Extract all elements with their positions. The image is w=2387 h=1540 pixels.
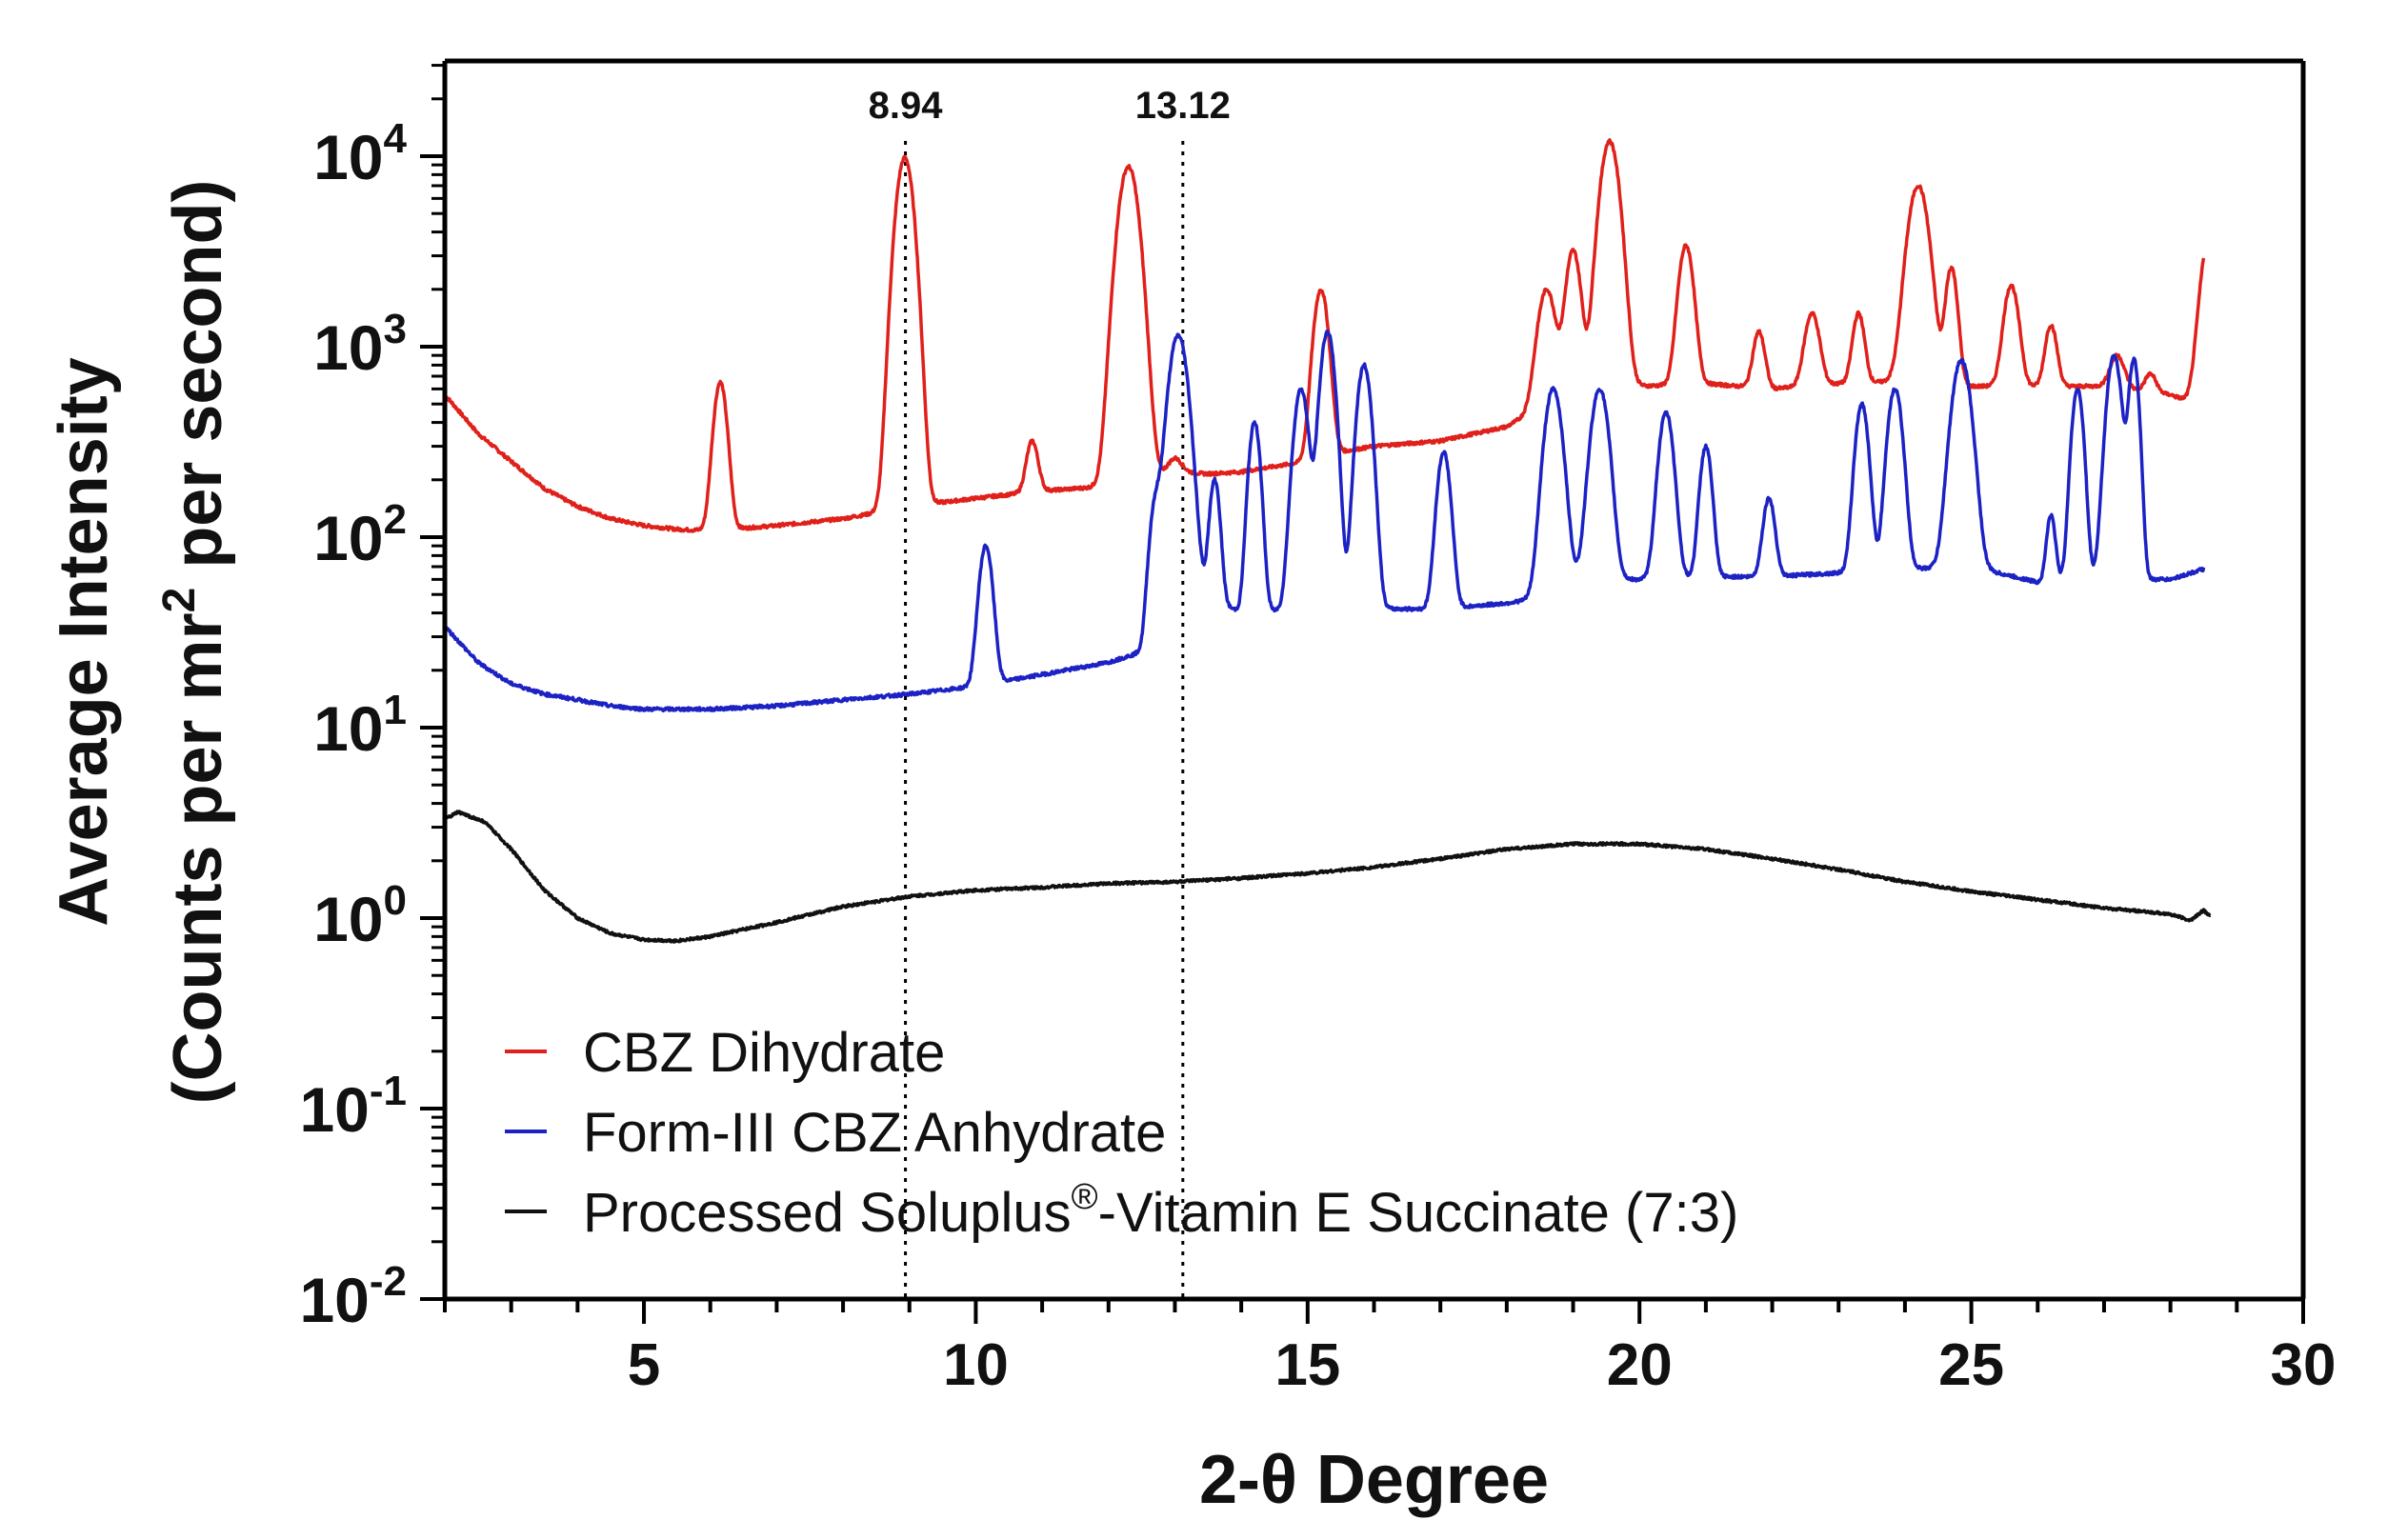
legend-label: Processed Soluplus®-Vitamin E Succinate … <box>583 1177 1738 1244</box>
y-tick-exponent: 2 <box>384 496 407 543</box>
x-tick-label: 15 <box>1274 1332 1340 1398</box>
series-line-form-iii-cbz-anhydrate <box>443 330 2206 713</box>
series-line-cbz-dihydrate <box>443 138 2206 533</box>
legend: CBZ Dihydrate Form-III CBZ Anhydrate Proce… <box>505 1022 1738 1244</box>
y-tick-exponent: 3 <box>384 306 407 352</box>
annotation-label: 8.94 <box>869 85 944 127</box>
legend-label-part: Processed Soluplus <box>583 1182 1072 1244</box>
legend-label: Form-III CBZ Anhydrate <box>583 1102 1166 1164</box>
y-tick-label: 103 <box>313 306 407 383</box>
y-axis-title: Average Intensity (Counts per mr2 per sec… <box>46 180 236 1105</box>
legend-label: CBZ Dihydrate <box>583 1022 945 1084</box>
y-tick-exponent: 0 <box>384 877 407 924</box>
annotation-layer: 8.94 13.12 <box>869 85 1231 1299</box>
y-tick-base: 10 <box>313 122 383 192</box>
annotation-label: 13.12 <box>1135 85 1231 127</box>
y-tick-exponent: 4 <box>384 115 408 162</box>
y-title-part: per second) <box>160 180 236 588</box>
y-tick-exponent: -2 <box>370 1258 407 1305</box>
y-tick-label: 101 <box>313 687 407 764</box>
series-layer <box>443 138 2212 944</box>
x-tick-label: 5 <box>628 1332 660 1398</box>
legend-registered-mark: ® <box>1072 1177 1098 1217</box>
y-title-part: (Counts per mr <box>160 612 236 1104</box>
x-tick-label: 10 <box>943 1332 1009 1398</box>
y-tick-label: 10-2 <box>299 1258 407 1335</box>
y-title-superscript: 2 <box>154 588 205 613</box>
y-tick-label: 10-1 <box>299 1068 407 1145</box>
x-tick-label: 20 <box>1607 1332 1673 1398</box>
x-tick-label: 25 <box>1938 1332 2004 1398</box>
y-tick-label: 104 <box>313 115 407 192</box>
y-axis-title-line1: Average Intensity <box>46 357 122 927</box>
legend-label-part: -Vitamin E Succinate (7:3) <box>1098 1182 1739 1244</box>
y-tick-label: 100 <box>313 877 407 954</box>
y-tick-exponent: 1 <box>384 687 407 733</box>
x-tick-label: 30 <box>2271 1332 2337 1398</box>
y-tick-label: 102 <box>313 496 407 573</box>
series-line-processed-soluplus-ves <box>443 810 2212 944</box>
y-tick-base: 10 <box>299 1074 369 1145</box>
x-axis-title: 2-θ Degree <box>1199 1442 1549 1518</box>
y-tick-base: 10 <box>313 503 383 573</box>
y-tick-base: 10 <box>313 693 383 764</box>
y-tick-base: 10 <box>313 312 383 383</box>
y-tick-base: 10 <box>299 1265 369 1335</box>
y-tick-exponent: -1 <box>370 1068 407 1114</box>
y-axis-title-line2: (Counts per mr2 per second) <box>154 180 236 1105</box>
y-tick-base: 10 <box>313 884 383 954</box>
